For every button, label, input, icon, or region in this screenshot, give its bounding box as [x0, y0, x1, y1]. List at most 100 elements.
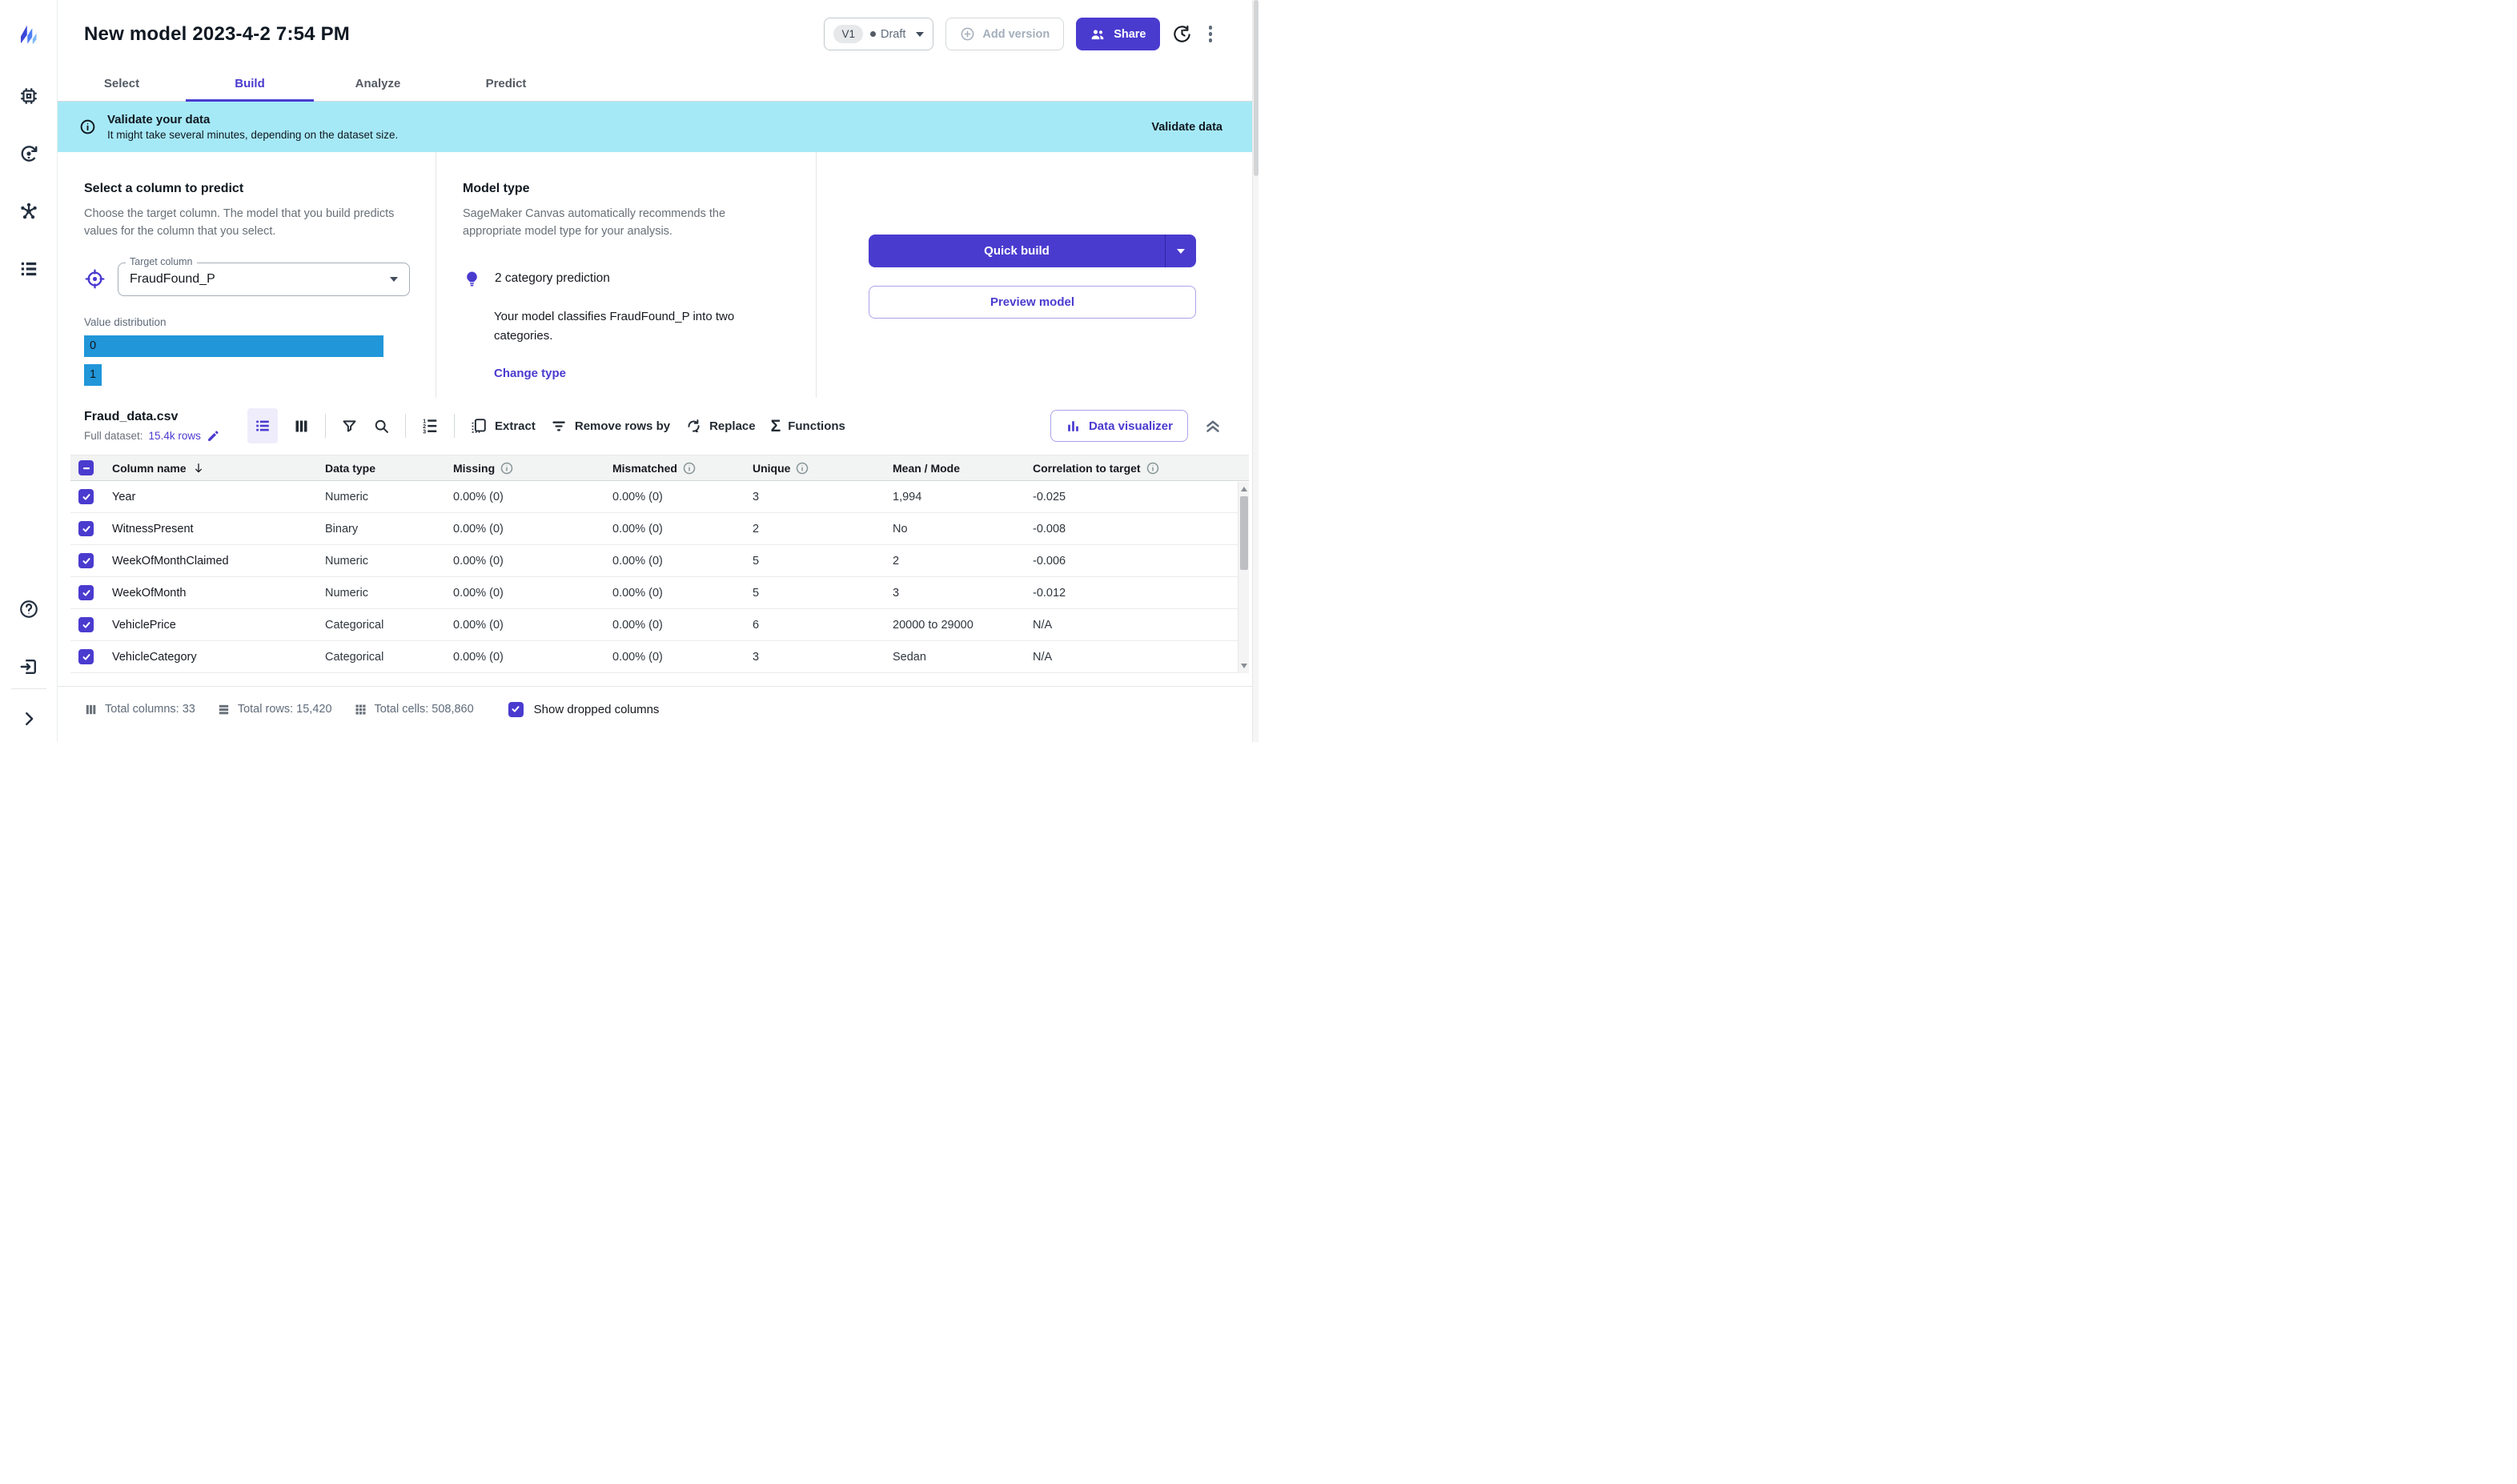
scroll-down-icon[interactable] [1238, 660, 1249, 672]
page-title: New model 2023-4-2 7:54 PM [84, 23, 350, 46]
target-column-label: Target column [126, 256, 197, 267]
table-row: WeekOfMonth Numeric 0.00% (0) 0.00% (0) … [70, 577, 1249, 609]
table-row: WeekOfMonthClaimed Numeric 0.00% (0) 0.0… [70, 545, 1249, 577]
header-column-name: Column name [112, 462, 187, 475]
model-type-panel: Model type SageMaker Canvas automaticall… [436, 152, 817, 398]
info-icon[interactable] [796, 462, 809, 475]
list-view-button[interactable] [247, 408, 278, 443]
history-icon[interactable] [1172, 24, 1192, 44]
help-icon[interactable] [18, 599, 39, 620]
distribution-bar-1: 1 [84, 364, 102, 386]
model-type-recommendation: 2 category prediction [495, 271, 610, 286]
main-panel: New model 2023-4-2 7:54 PM V1 Draft [58, 0, 1258, 742]
row-checkbox[interactable] [78, 585, 94, 600]
table-header-row: Column name Data type Missing [70, 455, 1249, 481]
search-button[interactable] [373, 418, 390, 435]
row-checkbox[interactable] [78, 617, 94, 632]
logout-icon[interactable] [18, 656, 39, 677]
sigma-icon: Σ [771, 418, 781, 435]
chevron-down-icon [916, 32, 924, 37]
info-icon[interactable] [683, 462, 696, 475]
grid-view-button[interactable] [293, 418, 310, 435]
target-panel-heading: Select a column to predict [84, 182, 410, 196]
target-column-panel: Select a column to predict Choose the ta… [58, 152, 436, 398]
sort-descending-icon[interactable] [192, 462, 205, 475]
row-checkbox[interactable] [78, 521, 94, 536]
show-dropped-label: Show dropped columns [534, 703, 660, 716]
sort-order-button[interactable]: 1 2 3 [421, 417, 439, 435]
edit-pencil-icon[interactable] [207, 429, 220, 443]
page-scrollbar[interactable] [1252, 0, 1258, 742]
functions-button[interactable]: Σ Functions [771, 418, 845, 435]
build-config-section: Select a column to predict Choose the ta… [58, 152, 1258, 398]
row-checkbox[interactable] [78, 489, 94, 504]
tab-build[interactable]: Build [186, 68, 314, 101]
tab-select[interactable]: Select [58, 68, 186, 101]
header-mismatched: Mismatched [612, 462, 677, 475]
validate-data-button[interactable]: Validate data [1151, 121, 1222, 134]
columns-icon [84, 703, 98, 716]
toolbar-divider [325, 414, 326, 438]
cells-grid-icon [354, 703, 367, 716]
change-type-link[interactable]: Change type [494, 367, 566, 380]
scrollbar-thumb[interactable] [1240, 496, 1248, 570]
info-icon[interactable] [500, 462, 513, 475]
svg-text:3: 3 [423, 430, 426, 435]
sidebar-item-predictions[interactable] [18, 143, 39, 164]
left-nav-rail [0, 0, 58, 742]
show-dropped-checkbox[interactable] [508, 702, 524, 717]
version-status: Draft [870, 28, 905, 41]
remove-rows-button[interactable]: Remove rows by [551, 418, 670, 435]
columns-table: Column name Data type Missing [70, 455, 1249, 673]
quick-build-button[interactable]: Quick build [869, 235, 1196, 267]
top-bar: New model 2023-4-2 7:54 PM V1 Draft [58, 0, 1258, 68]
dataset-footer: Total columns: 33 Total rows: 15,420 [58, 686, 1258, 732]
sidebar-item-datasets[interactable] [18, 259, 39, 279]
replace-button[interactable]: Replace [685, 418, 756, 435]
collapse-table-icon[interactable] [1203, 416, 1222, 435]
filter-button[interactable] [341, 418, 358, 435]
add-version-button[interactable]: Add version [945, 18, 1064, 50]
sidebar-item-ready-models[interactable] [18, 201, 39, 222]
lightbulb-icon [463, 270, 481, 288]
total-columns-stat: Total columns: 33 [84, 703, 195, 716]
data-visualizer-button[interactable]: Data visualizer [1050, 410, 1188, 442]
table-scrollbar[interactable] [1238, 482, 1249, 673]
total-rows-stat: Total rows: 15,420 [217, 703, 332, 716]
tab-predict[interactable]: Predict [442, 68, 570, 101]
canvas-logo-icon[interactable] [17, 22, 41, 50]
quick-build-dropdown[interactable] [1165, 235, 1196, 267]
people-icon [1090, 26, 1106, 42]
page-scrollbar-thumb[interactable] [1254, 0, 1258, 176]
select-all-checkbox[interactable] [78, 460, 94, 475]
value-distribution-label: Value distribution [84, 316, 410, 328]
sidebar-divider [11, 688, 46, 689]
rows-icon [217, 703, 231, 716]
status-dot-icon [870, 31, 876, 37]
banner-subtitle: It might take several minutes, depending… [107, 129, 398, 141]
row-checkbox[interactable] [78, 553, 94, 568]
row-checkbox[interactable] [78, 649, 94, 664]
rows-count-link[interactable]: 15.4k rows [149, 430, 201, 442]
target-column-select[interactable]: Target column FraudFound_P [118, 263, 410, 296]
header-data-type: Data type [325, 462, 375, 475]
info-icon[interactable] [1146, 462, 1159, 475]
build-actions-panel: Quick build Preview model [817, 152, 1258, 398]
preview-model-button[interactable]: Preview model [869, 286, 1196, 319]
extract-button[interactable]: Extract [470, 417, 536, 435]
share-button[interactable]: Share [1076, 18, 1159, 50]
chevron-down-icon [1177, 249, 1185, 254]
tab-analyze[interactable]: Analyze [314, 68, 442, 101]
version-selector[interactable]: V1 Draft [824, 18, 933, 50]
scroll-up-icon[interactable] [1238, 483, 1249, 495]
more-options-kebab-icon[interactable] [1204, 22, 1218, 46]
sidebar-item-models[interactable] [18, 86, 39, 106]
dataset-toolbar: Fraud_data.csv Full dataset: 15.4k rows [58, 398, 1258, 451]
table-row: Year Numeric 0.00% (0) 0.00% (0) 3 1,994… [70, 481, 1249, 513]
workflow-tabs: Select Build Analyze Predict [58, 68, 1258, 102]
validate-data-banner: Validate your data It might take several… [58, 102, 1258, 152]
toolbar-divider [405, 414, 406, 438]
model-type-detail: Your model classifies FraudFound_P into … [494, 307, 755, 346]
collapse-rail-chevron-icon[interactable] [20, 710, 38, 728]
info-icon [79, 118, 96, 135]
